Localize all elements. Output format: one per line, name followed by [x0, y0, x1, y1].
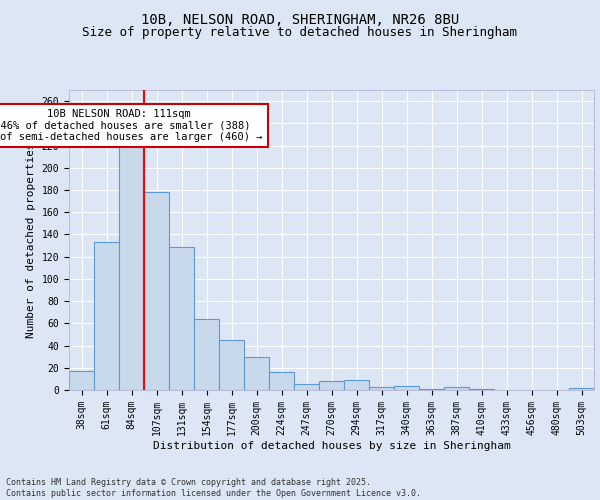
Bar — [244, 356, 269, 390]
Bar — [169, 246, 194, 390]
Bar — [444, 386, 469, 390]
Bar — [144, 192, 169, 390]
Text: 10B, NELSON ROAD, SHERINGHAM, NR26 8BU: 10B, NELSON ROAD, SHERINGHAM, NR26 8BU — [141, 12, 459, 26]
Text: Contains HM Land Registry data © Crown copyright and database right 2025.
Contai: Contains HM Land Registry data © Crown c… — [6, 478, 421, 498]
Y-axis label: Number of detached properties: Number of detached properties — [26, 142, 36, 338]
Bar — [344, 380, 369, 390]
Bar — [369, 386, 394, 390]
Bar — [569, 388, 594, 390]
Bar — [219, 340, 244, 390]
Text: 10B NELSON ROAD: 111sqm
← 46% of detached houses are smaller (388)
54% of semi-d: 10B NELSON ROAD: 111sqm ← 46% of detache… — [0, 109, 263, 142]
Bar — [119, 136, 144, 390]
Bar — [419, 389, 444, 390]
Bar — [394, 386, 419, 390]
Bar — [269, 372, 294, 390]
Text: Size of property relative to detached houses in Sheringham: Size of property relative to detached ho… — [83, 26, 517, 39]
Bar — [69, 371, 94, 390]
Bar — [319, 381, 344, 390]
X-axis label: Distribution of detached houses by size in Sheringham: Distribution of detached houses by size … — [152, 440, 511, 450]
Bar — [294, 384, 319, 390]
Bar — [469, 389, 494, 390]
Bar — [94, 242, 119, 390]
Bar — [194, 319, 219, 390]
